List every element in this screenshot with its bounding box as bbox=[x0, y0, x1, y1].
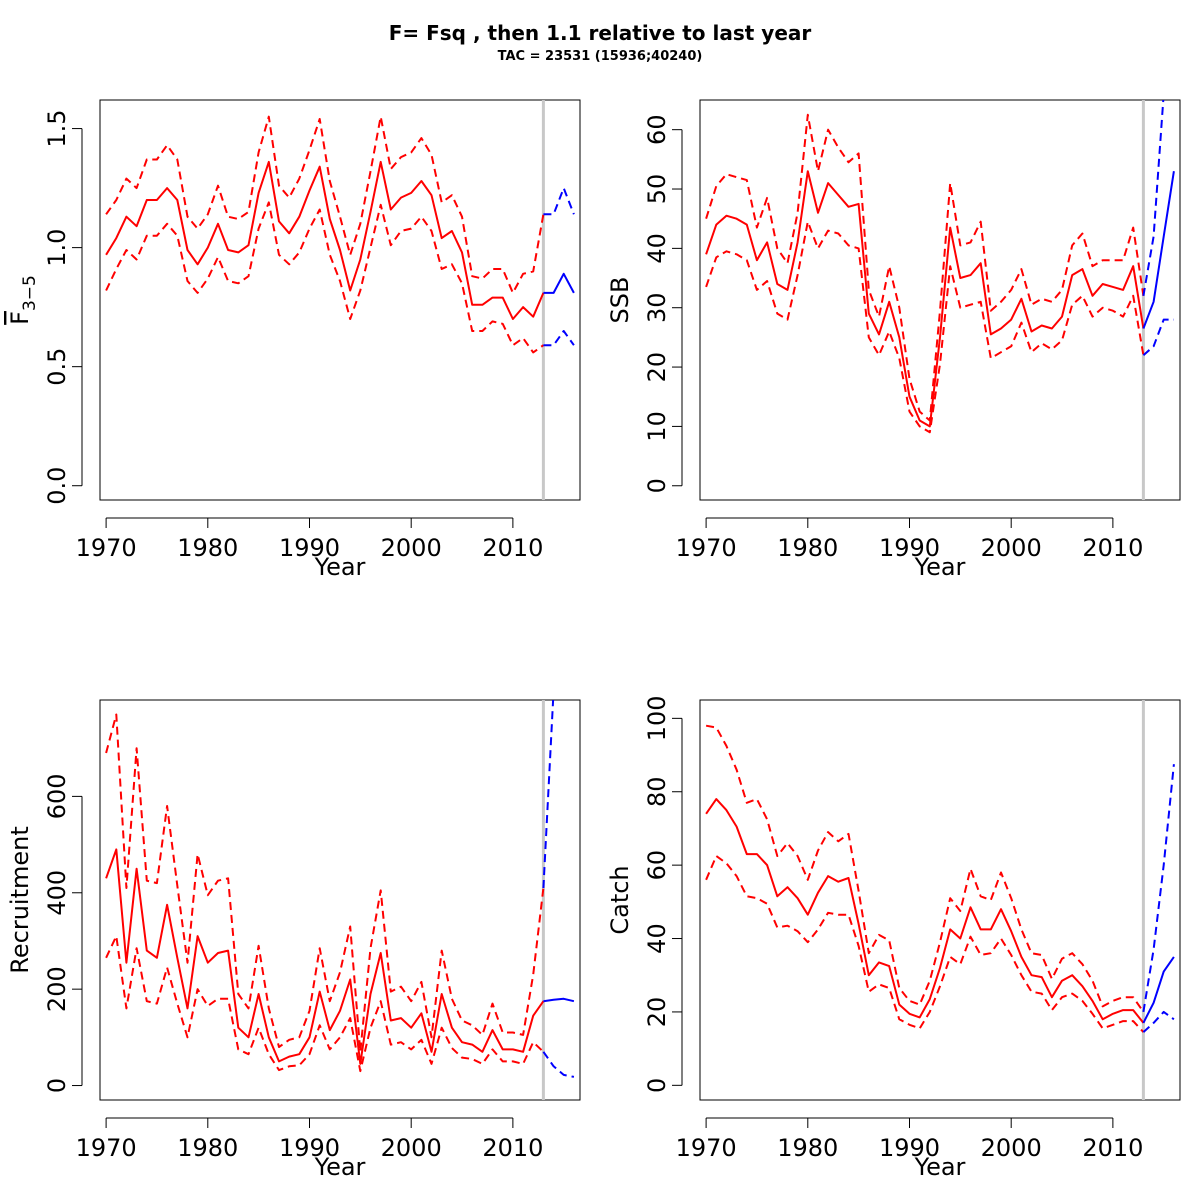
y-axis-label: F3−5 bbox=[6, 275, 40, 325]
forecast-median-line bbox=[543, 997, 575, 1003]
x-tick-label: 1980 bbox=[777, 534, 838, 562]
x-tick-label: 2000 bbox=[381, 534, 442, 562]
historical-upper-line bbox=[105, 115, 545, 294]
forecast-lower-line bbox=[542, 1051, 575, 1078]
forecast-lower-line bbox=[1142, 1010, 1175, 1033]
historical-upper-line bbox=[705, 724, 1145, 1013]
y-tick-label: 0.0 bbox=[43, 467, 71, 505]
x-tick-label: 1980 bbox=[177, 534, 238, 562]
ssb-panel: 1970 1980 1990 2000 2010 0 10 20 30 40 50 60 Year SSB bbox=[606, 99, 1181, 581]
historical-median-line bbox=[705, 798, 1145, 1024]
y-tick-label: 50 bbox=[643, 174, 671, 205]
historical-lower-line bbox=[705, 855, 1145, 1033]
y-tick-label: 1.5 bbox=[43, 109, 71, 147]
series-group bbox=[105, 115, 575, 354]
y-tick-label: 20 bbox=[643, 352, 671, 383]
y-tick-label: 0 bbox=[43, 1078, 71, 1093]
y-tick-label: 60 bbox=[643, 114, 671, 145]
figure-subtitle: TAC = 23531 (15936;40240) bbox=[498, 49, 703, 64]
x-tick-label: 2000 bbox=[981, 534, 1042, 562]
forecast-median-line bbox=[543, 272, 575, 294]
x-axis-label: Year bbox=[314, 553, 366, 581]
series-group bbox=[105, 700, 575, 1078]
x-tick-label: 1980 bbox=[777, 1134, 838, 1162]
y-tick-label: 60 bbox=[643, 850, 671, 881]
y-tick-label: 40 bbox=[643, 923, 671, 954]
y-tick-label: 10 bbox=[643, 411, 671, 442]
x-tick-label: 1980 bbox=[177, 1134, 238, 1162]
catch-panel: 1970 1980 1990 2000 2010 0 20 40 60 80 100 Year Catc… bbox=[606, 695, 1181, 1181]
y-tick-label: 80 bbox=[643, 776, 671, 807]
y-tick-label: 600 bbox=[43, 773, 71, 819]
forecast-lower-line bbox=[1142, 318, 1174, 356]
y-axis-label: Catch bbox=[606, 865, 634, 934]
plot-frame bbox=[99, 699, 581, 1101]
x-tick-label: 1970 bbox=[676, 534, 737, 562]
recruitment-panel: 1970 1980 1990 2000 2010 0 200 400 600 Year Recrui… bbox=[6, 699, 581, 1181]
forecast-lower-line bbox=[543, 330, 575, 347]
x-tick-label: 2000 bbox=[381, 1134, 442, 1162]
y-tick-label: 0 bbox=[643, 1078, 671, 1093]
x-tick-label: 2010 bbox=[482, 534, 543, 562]
historical-median-line bbox=[105, 160, 545, 320]
y-axis-label-main: F bbox=[6, 311, 34, 325]
y-tick-label: 30 bbox=[643, 292, 671, 323]
x-axis-label: Year bbox=[914, 553, 966, 581]
plot-frame bbox=[699, 99, 1181, 501]
x-tick-label: 1970 bbox=[76, 1134, 137, 1162]
forecast-upper-line bbox=[1142, 764, 1175, 1013]
y-tick-label: 100 bbox=[643, 695, 671, 741]
y-tick-label: 200 bbox=[43, 966, 71, 1012]
y-tick-label: 20 bbox=[643, 997, 671, 1028]
y-tick-label: 40 bbox=[643, 233, 671, 264]
plot-frame bbox=[699, 699, 1181, 1101]
y-tick-label: 400 bbox=[43, 870, 71, 916]
series-group bbox=[705, 724, 1175, 1033]
series-group bbox=[705, 100, 1175, 434]
x-axis-label: Year bbox=[314, 1153, 366, 1181]
figure-title: F= Fsq , then 1.1 relative to last year bbox=[389, 21, 812, 45]
historical-lower-line bbox=[105, 935, 545, 1073]
x-axis-label: Year bbox=[914, 1153, 966, 1181]
historical-median-line bbox=[705, 170, 1145, 428]
y-axis-label: Recruitment bbox=[6, 826, 34, 973]
historical-median-line bbox=[105, 848, 545, 1065]
historical-lower-line bbox=[105, 201, 544, 354]
x-tick-label: 1990 bbox=[879, 534, 940, 562]
x-tick-label: 1970 bbox=[76, 534, 137, 562]
x-tick-label: 1990 bbox=[279, 534, 340, 562]
y-tick-label: 0 bbox=[643, 478, 671, 493]
forecast-upper-line bbox=[543, 187, 575, 216]
plot-frame bbox=[99, 99, 581, 501]
forecast-upper-line bbox=[542, 700, 555, 889]
forecast-median-line bbox=[1142, 956, 1175, 1024]
y-axis-label: SSB bbox=[606, 277, 634, 324]
y-axis-label-subscript: 3−5 bbox=[20, 275, 40, 311]
forecast-upper-line bbox=[1142, 100, 1165, 296]
historical-upper-line bbox=[705, 113, 1145, 422]
x-tick-label: 1970 bbox=[676, 1134, 737, 1162]
x-tick-label: 2010 bbox=[1082, 534, 1143, 562]
x-tick-label: 2000 bbox=[981, 1134, 1042, 1162]
forecast-median-line bbox=[1142, 171, 1175, 329]
y-tick-label: 0.5 bbox=[43, 348, 71, 386]
x-tick-label: 2010 bbox=[1082, 1134, 1143, 1162]
historical-lower-line bbox=[705, 220, 1145, 434]
fbar-panel: 1970 1980 1990 2000 2010 0.0 0.5 1.0 1.5 Year F3−5 bbox=[6, 99, 581, 581]
y-tick-label: 1.0 bbox=[43, 229, 71, 267]
x-tick-label: 1990 bbox=[879, 1134, 940, 1162]
x-tick-label: 2010 bbox=[482, 1134, 543, 1162]
historical-upper-line bbox=[105, 713, 545, 1053]
x-tick-label: 1990 bbox=[279, 1134, 340, 1162]
